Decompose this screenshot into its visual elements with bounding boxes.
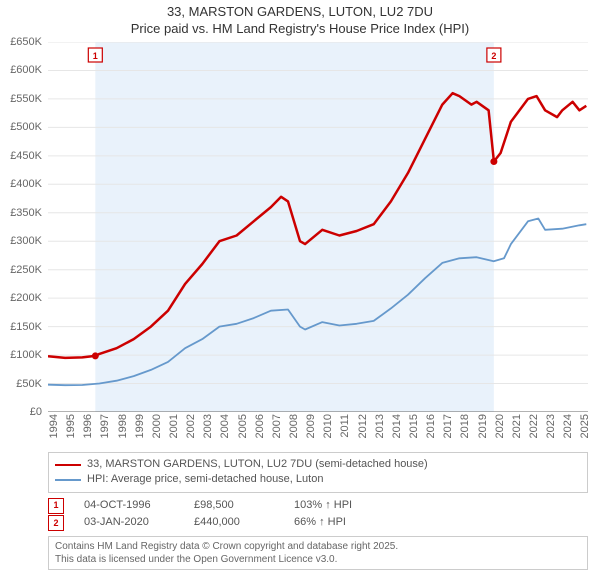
- y-tick-label: £650K: [10, 36, 42, 48]
- y-tick-label: £400K: [10, 178, 42, 190]
- chart-container: 33, MARSTON GARDENS, LUTON, LU2 7DU Pric…: [0, 0, 600, 560]
- x-tick-label: 2023: [545, 414, 557, 438]
- x-tick-label: 2002: [185, 414, 197, 438]
- y-tick-label: £250K: [10, 264, 42, 276]
- x-tick-label: 2017: [442, 414, 454, 438]
- x-tick-label: 2025: [579, 414, 591, 438]
- legend-label-2: HPI: Average price, semi-detached house,…: [87, 472, 323, 487]
- x-tick-label: 2003: [202, 414, 214, 438]
- legend-item-1: 33, MARSTON GARDENS, LUTON, LU2 7DU (sem…: [55, 457, 581, 472]
- x-tick-label: 1995: [65, 414, 77, 438]
- marker-table: 1 04-OCT-1996 £98,500 103% ↑ HPI 2 03-JA…: [48, 497, 588, 532]
- marker-badge-2: 2: [48, 515, 64, 531]
- y-tick-label: £50K: [16, 378, 42, 390]
- marker-date-2: 03-JAN-2020: [84, 514, 174, 532]
- title-line-2: Price paid vs. HM Land Registry's House …: [0, 21, 600, 38]
- marker-delta-2: 66% ↑ HPI: [294, 514, 374, 532]
- x-tick-label: 2020: [494, 414, 506, 438]
- x-tick-label: 1999: [134, 414, 146, 438]
- marker-row-1: 1 04-OCT-1996 £98,500 103% ↑ HPI: [48, 497, 588, 515]
- svg-text:1: 1: [93, 51, 98, 61]
- x-tick-label: 2005: [237, 414, 249, 438]
- legend-footer-block: 33, MARSTON GARDENS, LUTON, LU2 7DU (sem…: [48, 452, 588, 570]
- y-tick-label: £600K: [10, 64, 42, 76]
- x-tick-label: 1994: [48, 414, 60, 438]
- svg-text:2: 2: [491, 51, 496, 61]
- marker-date-1: 04-OCT-1996: [84, 497, 174, 515]
- x-tick-label: 2016: [425, 414, 437, 438]
- legend-swatch-2: [55, 479, 81, 481]
- legend-label-1: 33, MARSTON GARDENS, LUTON, LU2 7DU (sem…: [87, 457, 428, 472]
- y-tick-label: £0: [30, 406, 42, 418]
- x-tick-label: 2024: [562, 414, 574, 438]
- marker-price-1: £98,500: [194, 497, 274, 515]
- x-tick-label: 2004: [219, 414, 231, 438]
- legend-swatch-1: [55, 464, 81, 466]
- x-tick-label: 2021: [511, 414, 523, 438]
- y-tick-label: £200K: [10, 292, 42, 304]
- x-tick-label: 2018: [459, 414, 471, 438]
- chart-svg: 12: [48, 42, 588, 412]
- x-tick-label: 2019: [477, 414, 489, 438]
- title-line-1: 33, MARSTON GARDENS, LUTON, LU2 7DU: [0, 4, 600, 21]
- x-tick-label: 1996: [82, 414, 94, 438]
- x-tick-label: 2012: [357, 414, 369, 438]
- attribution-box: Contains HM Land Registry data © Crown c…: [48, 536, 588, 570]
- x-tick-label: 2009: [305, 414, 317, 438]
- y-tick-label: £350K: [10, 207, 42, 219]
- marker-row-2: 2 03-JAN-2020 £440,000 66% ↑ HPI: [48, 514, 588, 532]
- x-tick-label: 1998: [117, 414, 129, 438]
- x-tick-label: 2014: [391, 414, 403, 438]
- y-tick-label: £450K: [10, 150, 42, 162]
- x-tick-label: 2007: [271, 414, 283, 438]
- x-tick-label: 2015: [408, 414, 420, 438]
- x-tick-label: 1997: [99, 414, 111, 438]
- y-axis: £0£50K£100K£150K£200K£250K£300K£350K£400…: [0, 42, 44, 412]
- y-tick-label: £500K: [10, 121, 42, 133]
- x-tick-label: 2000: [151, 414, 163, 438]
- attribution-line-2: This data is licensed under the Open Gov…: [55, 553, 581, 566]
- legend-item-2: HPI: Average price, semi-detached house,…: [55, 472, 581, 487]
- x-tick-label: 2013: [374, 414, 386, 438]
- marker-price-2: £440,000: [194, 514, 274, 532]
- y-tick-label: £300K: [10, 235, 42, 247]
- marker-badge-1: 1: [48, 498, 64, 514]
- y-tick-label: £100K: [10, 349, 42, 361]
- x-tick-label: 2008: [288, 414, 300, 438]
- x-tick-label: 2010: [322, 414, 334, 438]
- y-tick-label: £550K: [10, 93, 42, 105]
- x-axis: 1994 1995 1996 1997 1998 1999 2000 2001 2002 2003…: [48, 414, 588, 448]
- y-tick-label: £150K: [10, 321, 42, 333]
- attribution-line-1: Contains HM Land Registry data © Crown c…: [55, 540, 581, 553]
- x-tick-label: 2022: [528, 414, 540, 438]
- x-tick-label: 2001: [168, 414, 180, 438]
- x-tick-label: 2011: [339, 414, 351, 438]
- marker-delta-1: 103% ↑ HPI: [294, 497, 374, 515]
- x-tick-label: 2006: [254, 414, 266, 438]
- legend-box: 33, MARSTON GARDENS, LUTON, LU2 7DU (sem…: [48, 452, 588, 493]
- chart-title: 33, MARSTON GARDENS, LUTON, LU2 7DU Pric…: [0, 0, 600, 38]
- plot-area: 12: [48, 42, 588, 412]
